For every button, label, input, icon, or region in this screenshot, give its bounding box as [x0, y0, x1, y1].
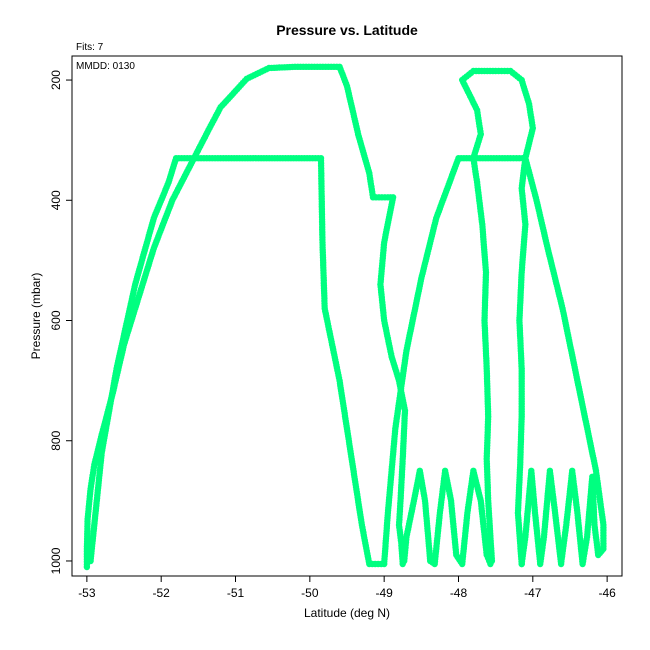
mmdd-label: MMDD: 0130 — [76, 61, 135, 72]
chart-title: Pressure vs. Latitude — [276, 22, 418, 38]
fits-label: Fits: 7 — [76, 42, 104, 53]
x-tick-label: -51 — [227, 586, 245, 600]
plot-frame — [71, 55, 623, 577]
x-axis-label: Latitude (deg N) — [304, 606, 390, 620]
x-tick-label: -46 — [598, 586, 616, 600]
y-tick-label: 1000 — [49, 547, 63, 574]
y-tick-label: 800 — [49, 430, 63, 450]
x-tick-label: -50 — [301, 586, 319, 600]
y-axis: 200 400 600 800 1000 — [49, 70, 72, 574]
y-tick-label: 200 — [49, 70, 63, 90]
y-axis-label: Pressure (mbar) — [29, 273, 43, 360]
y-tick-label: 600 — [49, 310, 63, 330]
data-point-s2-28 — [518, 560, 525, 568]
data-points-layer — [83, 63, 607, 571]
x-tick-label: -48 — [450, 586, 468, 600]
x-tick-label: -52 — [153, 586, 171, 600]
x-axis: -53 -52 -51 -50 -49 -48 -47 -46 — [78, 576, 616, 600]
x-tick-label: -49 — [375, 586, 393, 600]
x-tick-label: -47 — [524, 586, 542, 600]
y-tick-label: 400 — [49, 190, 63, 210]
x-tick-label: -53 — [78, 586, 96, 600]
